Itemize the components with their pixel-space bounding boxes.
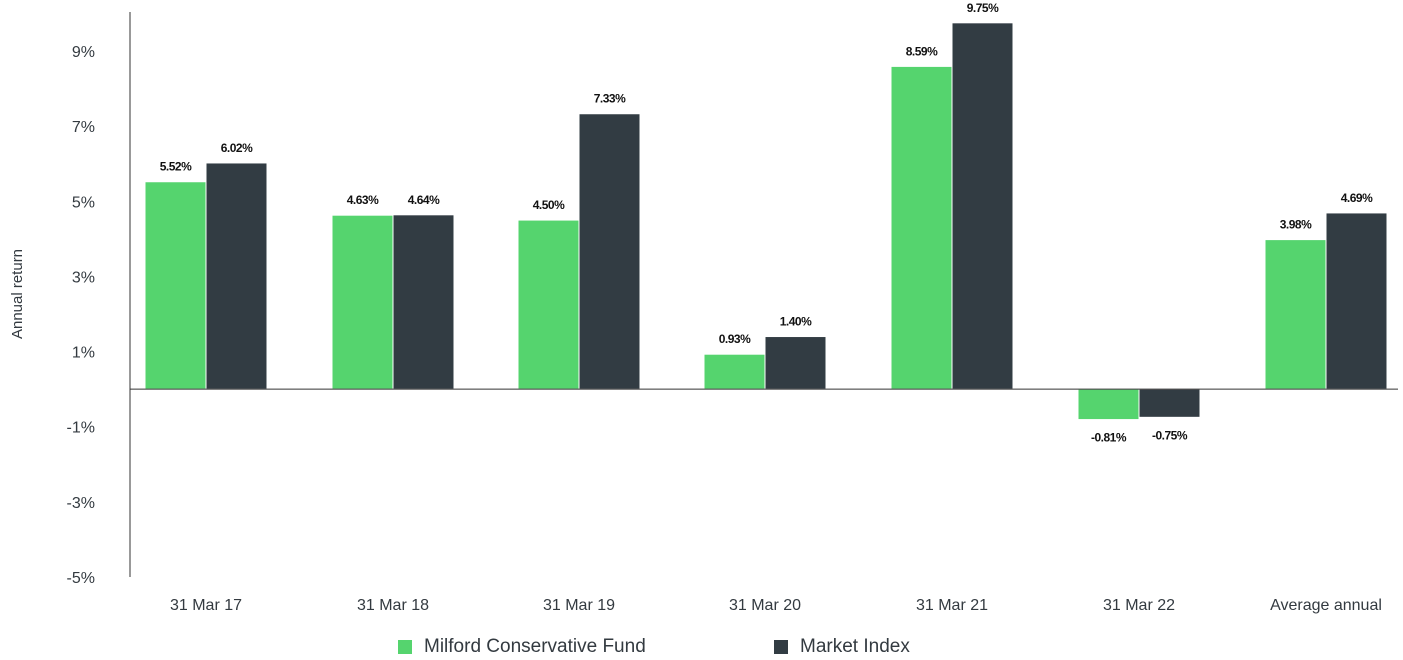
data-label: 4.64% <box>408 193 440 207</box>
category-label: 31 Mar 21 <box>916 597 988 614</box>
data-label: 0.93% <box>719 332 751 346</box>
category-label: 31 Mar 19 <box>543 597 615 614</box>
data-label: 4.63% <box>347 193 379 207</box>
y-tick-labels: 9% 7% 5% 3% 1% -1% -3% -5% <box>67 44 95 587</box>
bar-fund <box>1077 388 1140 421</box>
data-label: 8.59% <box>906 44 938 58</box>
y-tick-label: 7% <box>72 119 95 136</box>
legend-label-index: Market Index <box>800 636 910 657</box>
data-label: 6.02% <box>221 141 253 155</box>
bar-index <box>205 162 268 390</box>
legend-label-fund: Milford Conservative Fund <box>424 636 646 657</box>
legend-swatch-fund <box>398 640 412 654</box>
legend-item-fund: Milford Conservative Fund <box>398 636 646 658</box>
legend-item-index: Market Index <box>774 636 910 658</box>
bar-fund <box>703 353 766 390</box>
category-label: 31 Mar 17 <box>170 597 242 614</box>
legend-swatch-index <box>774 640 788 654</box>
data-label: -0.81% <box>1091 431 1127 445</box>
y-tick-label: -1% <box>67 420 95 437</box>
legend: Milford Conservative Fund Market Index <box>0 636 1403 660</box>
data-label: 1.40% <box>780 315 812 329</box>
data-label: 3.98% <box>1280 218 1312 232</box>
bar-fund <box>517 219 580 390</box>
bar-index <box>764 336 827 390</box>
data-label: -0.75% <box>1152 428 1188 442</box>
bar-index <box>1325 212 1388 390</box>
y-tick-label: 9% <box>72 44 95 61</box>
y-tick-label: 1% <box>72 345 95 362</box>
y-tick-label: 3% <box>72 269 95 286</box>
data-label: 4.69% <box>1341 191 1373 205</box>
data-label: 7.33% <box>594 92 626 106</box>
y-tick-label: 5% <box>72 194 95 211</box>
y-tick-label: -5% <box>67 570 95 587</box>
data-label: 4.50% <box>533 198 565 212</box>
category-label: 31 Mar 18 <box>357 597 429 614</box>
category-label: Average annual <box>1270 597 1382 614</box>
bar-index <box>1138 388 1201 418</box>
bar-fund <box>144 181 207 390</box>
y-tick-label: -3% <box>67 495 95 512</box>
bar-index <box>578 113 641 390</box>
data-label: 5.52% <box>160 160 192 174</box>
bar-fund <box>1264 239 1327 390</box>
data-label: 9.75% <box>967 1 999 15</box>
category-label: 31 Mar 20 <box>729 597 801 614</box>
bar-index <box>951 22 1014 390</box>
category-labels: 31 Mar 17 31 Mar 18 31 Mar 19 31 Mar 20 31 M… <box>170 597 1382 614</box>
category-label: 31 Mar 22 <box>1103 597 1175 614</box>
bar-fund <box>331 214 394 390</box>
data-labels: 5.52% 6.02% 4.63% 4.64% 4.50% 7.33% 0.93% 1.40%… <box>160 1 1374 445</box>
bar-index <box>392 214 455 390</box>
y-axis-label: Annual return <box>9 249 26 339</box>
bars-group <box>144 22 1388 421</box>
bar-fund <box>890 65 953 390</box>
